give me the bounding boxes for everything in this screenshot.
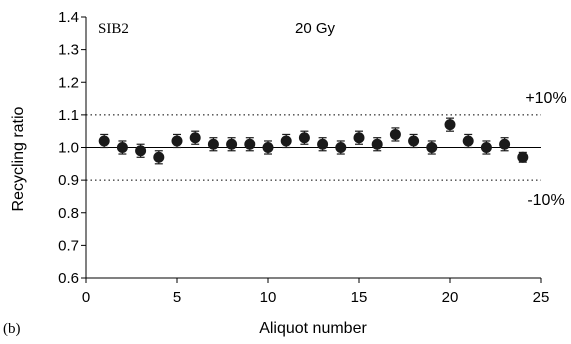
data-point (517, 151, 529, 163)
data-point (244, 138, 256, 150)
data-point (98, 135, 110, 147)
data-point (335, 142, 347, 153)
data-point (480, 142, 492, 153)
x-tick-label: 10 (260, 289, 277, 306)
data-point (353, 132, 365, 144)
data-point (426, 142, 438, 153)
data-point (280, 135, 292, 147)
data-point (189, 132, 201, 144)
plot-area: +10% -10% 0.6 0.7 0.8 0.9 1.0 1.1 1.2 1.3 1.4 0 5 10 1… (58, 9, 567, 306)
x-tick-label: 20 (442, 289, 459, 306)
panel-label: (b) (3, 321, 21, 337)
x-tick-label: 25 (533, 289, 550, 306)
y-tick-label: 0.8 (58, 205, 79, 222)
data-point (408, 135, 420, 147)
bound-label-lower: -10% (527, 192, 564, 209)
x-tick-label: 5 (173, 289, 181, 306)
y-tick-label: 1.0 (58, 140, 79, 157)
y-tick-label: 1.2 (58, 74, 79, 91)
bound-label-upper: +10% (525, 90, 566, 107)
data-point (226, 138, 238, 150)
y-tick-label: 0.6 (58, 270, 79, 287)
y-tick-label: 1.3 (58, 42, 79, 59)
sample-label: SIB2 (98, 21, 129, 37)
y-tick-label: 1.4 (58, 9, 79, 26)
data-point (207, 138, 219, 150)
data-point (462, 135, 474, 147)
data-point (499, 138, 511, 150)
data-point (153, 151, 165, 163)
data-point (317, 138, 329, 150)
data-point (444, 119, 456, 131)
data-point (116, 142, 128, 153)
data-point (389, 128, 401, 140)
x-tick-label: 15 (351, 289, 368, 306)
data-point (262, 142, 274, 153)
x-axis-title: Aliquot number (259, 320, 367, 337)
data-point (135, 145, 147, 157)
y-tick-label: 0.9 (58, 172, 79, 189)
data-point (371, 138, 383, 150)
y-tick-label: 0.7 (58, 237, 79, 254)
x-tick-label: 0 (82, 289, 90, 306)
y-tick-label: 1.1 (58, 107, 79, 124)
y-axis-title: Recycling ratio (10, 106, 27, 211)
data-point (171, 135, 183, 147)
data-point (298, 132, 310, 144)
dose-label: 20 Gy (295, 20, 336, 37)
